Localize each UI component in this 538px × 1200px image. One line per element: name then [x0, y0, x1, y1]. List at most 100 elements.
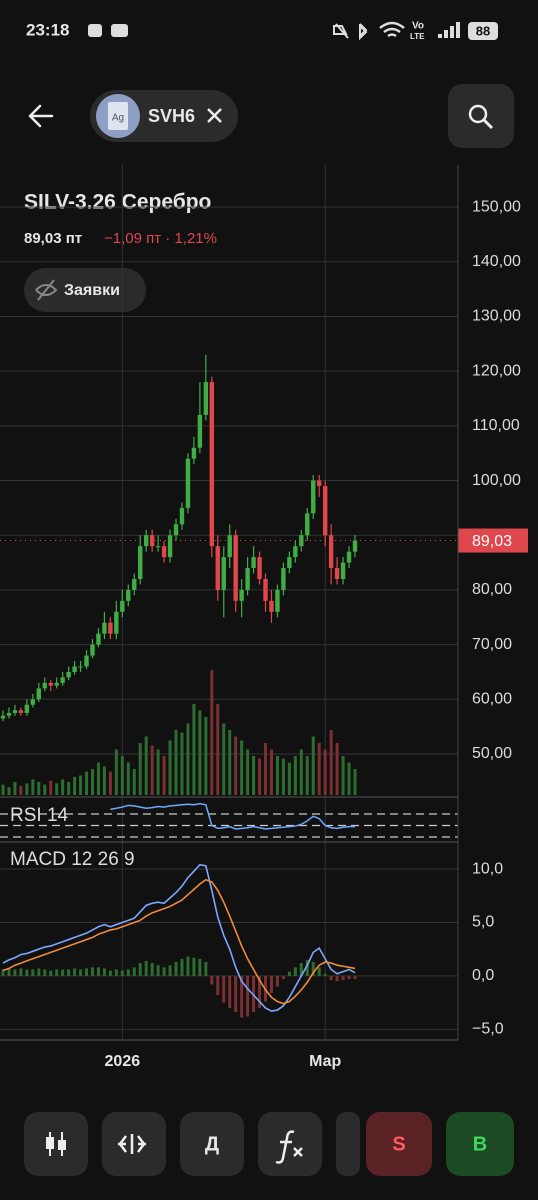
candle-body	[36, 688, 41, 700]
network-label: LTE	[410, 32, 425, 41]
candle-body	[239, 589, 244, 601]
macd-histogram-bar	[37, 968, 41, 976]
functions-button[interactable]	[258, 1112, 322, 1176]
search-button[interactable]	[448, 84, 514, 148]
macd-histogram-bar	[234, 975, 238, 1013]
status-time: 23:18	[26, 20, 69, 39]
candles-button[interactable]	[24, 1112, 88, 1176]
candle-body	[191, 447, 197, 459]
volume-bar	[180, 732, 184, 795]
macd-histogram-bar	[120, 970, 124, 976]
volume-bar	[108, 771, 112, 795]
buy-button[interactable]	[446, 1112, 514, 1176]
volume-bar	[186, 723, 190, 795]
status-icon	[111, 24, 128, 37]
more-button[interactable]	[336, 1112, 360, 1176]
indicators-button[interactable]	[180, 1112, 244, 1176]
macd-histogram-bar	[31, 969, 35, 976]
search-icon	[482, 118, 494, 130]
volume-bar	[311, 736, 315, 795]
y-tick-label: 10,0	[472, 860, 503, 877]
candle-body	[233, 535, 238, 601]
sell-button[interactable]	[366, 1112, 432, 1176]
last-price-label: 89,03	[472, 533, 512, 550]
macd-histogram-bar	[73, 968, 77, 976]
macd-histogram-bar	[19, 968, 23, 976]
candle-body	[173, 524, 179, 536]
volume-bar	[90, 769, 94, 795]
volume-bar	[43, 784, 47, 795]
volume-bar	[305, 756, 309, 795]
volume-bar	[335, 743, 339, 795]
macd-histogram-bar	[222, 975, 226, 1003]
candle-body	[66, 671, 71, 678]
x-tick-label: Мар	[309, 1053, 341, 1070]
candle-body	[132, 578, 137, 590]
volume-bar	[55, 783, 59, 795]
macd-histogram-bar	[281, 975, 285, 980]
y-tick-label: 80,00	[472, 581, 512, 598]
macd-histogram-bar	[13, 969, 17, 976]
macd-histogram-bar	[43, 969, 47, 976]
volume-bar	[67, 782, 71, 795]
macd-histogram-bar	[210, 975, 214, 985]
macd-histogram-bar	[323, 973, 327, 976]
y-tick-label: −5,0	[472, 1021, 504, 1038]
candle-body	[311, 480, 316, 514]
candle-body	[281, 568, 286, 590]
volume-bar	[114, 749, 118, 795]
battery-level: 88	[476, 23, 490, 38]
compare-button[interactable]	[102, 1112, 166, 1176]
macd-histogram-bar	[126, 969, 130, 976]
macd-histogram-bar	[108, 970, 112, 976]
macd-histogram-bar	[341, 975, 345, 981]
candle-body	[72, 666, 77, 672]
y-tick-label: 70,00	[472, 636, 512, 653]
macd-histogram-bar	[67, 969, 71, 976]
macd-histogram-bar	[258, 975, 262, 1008]
candle-body	[346, 551, 352, 563]
candle-body	[352, 540, 358, 552]
volume-bar	[341, 756, 345, 795]
candle-body	[215, 546, 220, 590]
macd-histogram-bar	[299, 963, 303, 976]
candle-body	[245, 568, 250, 590]
candle-body	[293, 546, 298, 558]
macd-histogram-bar	[246, 975, 250, 1017]
macd-histogram-bar	[55, 969, 59, 976]
volume-bar	[287, 762, 291, 795]
candle-body	[227, 535, 232, 558]
orders-button[interactable]	[24, 268, 146, 312]
macd-histogram-bar	[305, 959, 309, 976]
volume-bar	[293, 756, 297, 795]
volume-bar	[156, 749, 160, 795]
macd-histogram-bar	[102, 968, 106, 976]
candle-body	[48, 682, 53, 686]
macd-histogram-bar	[180, 958, 184, 976]
macd-histogram-bar	[114, 969, 118, 976]
back-button[interactable]	[28, 104, 54, 128]
candle-body	[328, 535, 334, 569]
chip-close[interactable]	[207, 108, 222, 123]
candle-body	[334, 568, 340, 579]
volume-bar	[317, 743, 321, 795]
candle-body	[269, 600, 274, 612]
macd-line	[2, 863, 356, 1012]
volume-bar	[120, 756, 124, 795]
volume-bar	[258, 758, 262, 795]
macd-histogram-bar	[25, 969, 29, 976]
candle-body	[102, 622, 107, 634]
buy-label: B	[473, 1133, 487, 1155]
volume-bar	[281, 758, 285, 795]
instrument-title: SILV-3.26 Серебро	[24, 191, 211, 214]
volume-bar	[73, 776, 77, 795]
sell-label: S	[392, 1133, 405, 1155]
volume-bar	[192, 704, 196, 795]
candle-body	[24, 704, 30, 713]
candle-body	[126, 589, 131, 601]
bluetooth-icon	[359, 23, 368, 41]
macd-histogram-bar	[329, 975, 333, 981]
rsi-line	[110, 802, 355, 830]
